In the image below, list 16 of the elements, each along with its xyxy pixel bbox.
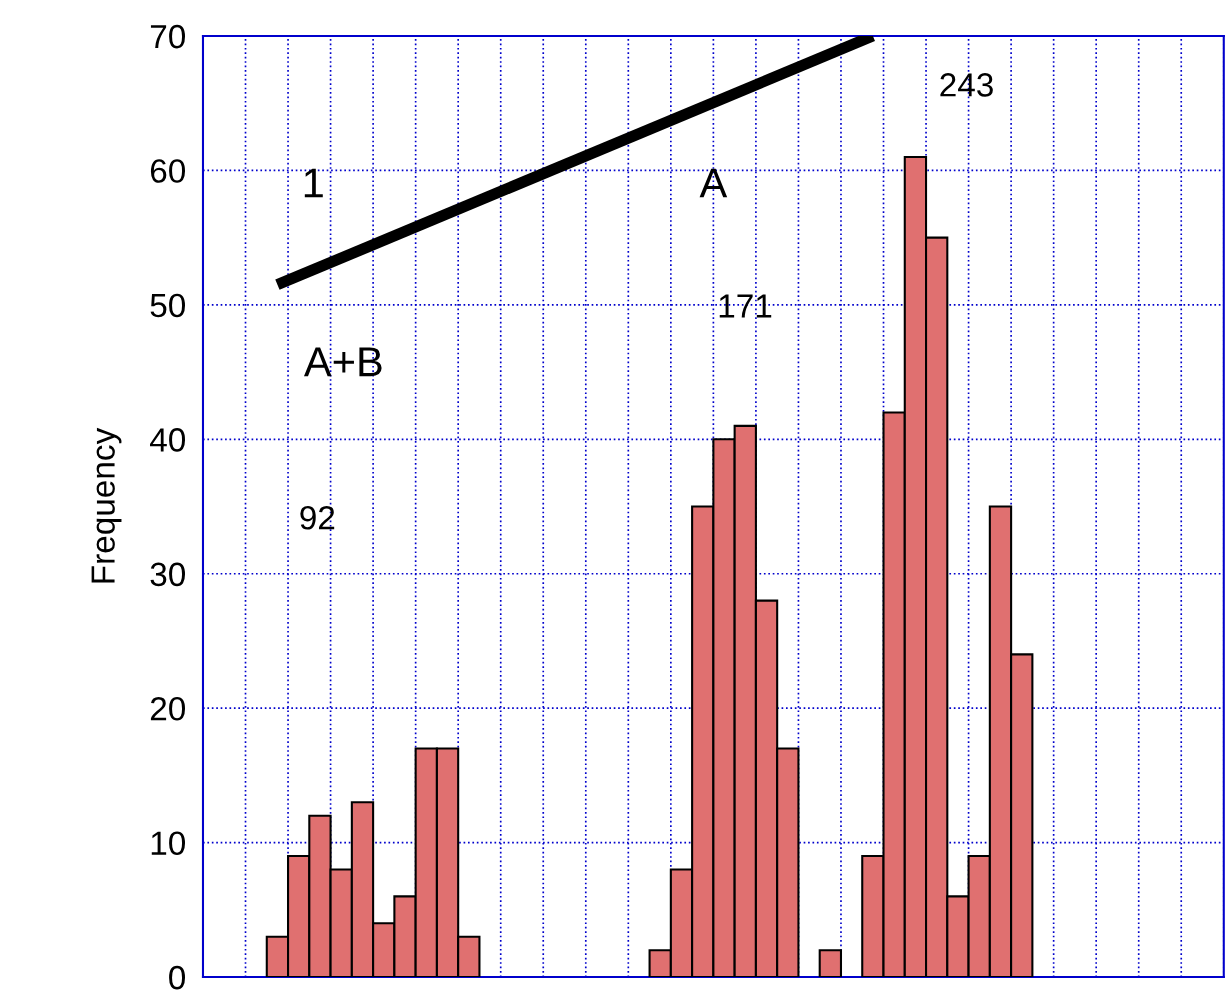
annotation: 1: [304, 168, 323, 198]
annotation: A: [699, 168, 728, 198]
y-tick-label: 40: [150, 428, 186, 452]
y-tick-label: 60: [150, 159, 186, 183]
y-tick-label: 0: [169, 965, 186, 990]
annotation: 92: [300, 505, 335, 530]
annotation: A+B: [303, 347, 382, 377]
bar: [818, 949, 843, 978]
y-tick-label: 30: [150, 562, 186, 587]
annotation: 171: [719, 294, 772, 318]
annotation: 243: [940, 73, 993, 97]
y-tick-label: 20: [150, 696, 186, 721]
y-tick-label: 50: [150, 293, 186, 318]
y-tick-label: 70: [150, 24, 186, 49]
y-axis-title: Frequency: [91, 427, 122, 583]
y-tick-label: 10: [151, 831, 186, 856]
